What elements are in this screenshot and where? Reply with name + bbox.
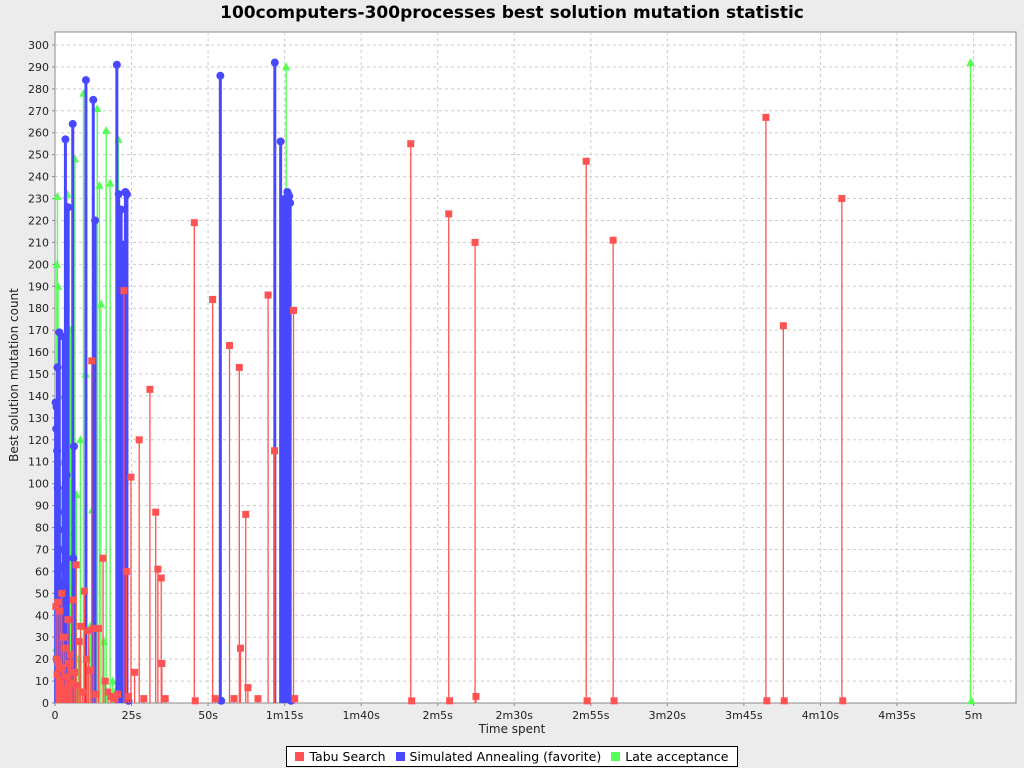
svg-text:60: 60 (35, 565, 49, 578)
svg-text:10: 10 (35, 675, 49, 688)
svg-text:90: 90 (35, 500, 49, 513)
svg-text:300: 300 (28, 39, 49, 52)
svg-text:250: 250 (28, 149, 49, 162)
svg-text:25s: 25s (122, 709, 142, 722)
svg-text:210: 210 (28, 236, 49, 249)
svg-text:3m45s: 3m45s (725, 709, 763, 722)
svg-text:150: 150 (28, 368, 49, 381)
chart-title: 100computers-300processes best solution … (220, 3, 804, 23)
legend-label: Late acceptance (625, 749, 729, 764)
svg-text:190: 190 (28, 280, 49, 293)
svg-text:5m: 5m (965, 709, 983, 722)
svg-text:230: 230 (28, 193, 49, 206)
svg-text:4m10s: 4m10s (802, 709, 840, 722)
svg-text:200: 200 (28, 258, 49, 271)
legend-label: Simulated Annealing (favorite) (409, 749, 602, 764)
late-acceptance-swatch-icon (611, 752, 621, 761)
svg-text:110: 110 (28, 456, 49, 469)
svg-text:290: 290 (28, 61, 49, 74)
svg-text:20: 20 (35, 653, 49, 666)
legend-box: Tabu Search Simulated Annealing (favorit… (286, 746, 738, 767)
svg-text:130: 130 (28, 412, 49, 425)
svg-text:70: 70 (35, 543, 49, 556)
tabu-search-swatch-icon (295, 752, 305, 761)
legend: Tabu Search Simulated Annealing (favorit… (0, 746, 1024, 767)
svg-text:180: 180 (28, 302, 49, 315)
svg-text:40: 40 (35, 609, 49, 622)
svg-text:3m20s: 3m20s (649, 709, 687, 722)
svg-text:120: 120 (28, 434, 49, 447)
svg-text:0: 0 (52, 709, 59, 722)
svg-text:80: 80 (35, 522, 49, 535)
legend-label: Tabu Search (309, 749, 386, 764)
svg-text:160: 160 (28, 346, 49, 359)
svg-text:50: 50 (35, 587, 49, 600)
svg-text:1m15s: 1m15s (266, 709, 304, 722)
svg-text:4m35s: 4m35s (878, 709, 916, 722)
svg-text:270: 270 (28, 105, 49, 118)
y-axis-label: Best solution mutation count (7, 288, 21, 462)
svg-text:2m5s: 2m5s (422, 709, 453, 722)
legend-item-tabu-search: Tabu Search (295, 749, 386, 764)
svg-text:220: 220 (28, 214, 49, 227)
plot-svg: 0 10 20 30 40 50 60 70 80 90 100 110 120 130 140 150 160… (28, 31, 1017, 722)
svg-text:0: 0 (42, 697, 49, 710)
svg-text:50s: 50s (198, 709, 218, 722)
svg-text:100: 100 (28, 478, 49, 491)
svg-text:30: 30 (35, 631, 49, 644)
x-axis-label: Time spent (478, 722, 546, 736)
simulated-annealing-swatch-icon (395, 752, 405, 761)
svg-text:240: 240 (28, 171, 49, 184)
svg-text:1m40s: 1m40s (342, 709, 380, 722)
legend-item-late-acceptance: Late acceptance (611, 749, 729, 764)
svg-text:2m30s: 2m30s (496, 709, 534, 722)
svg-text:280: 280 (28, 83, 49, 96)
svg-text:260: 260 (28, 127, 49, 140)
svg-text:140: 140 (28, 390, 49, 403)
svg-text:2m55s: 2m55s (572, 709, 610, 722)
legend-item-simulated-annealing: Simulated Annealing (favorite) (395, 749, 602, 764)
svg-text:170: 170 (28, 324, 49, 337)
